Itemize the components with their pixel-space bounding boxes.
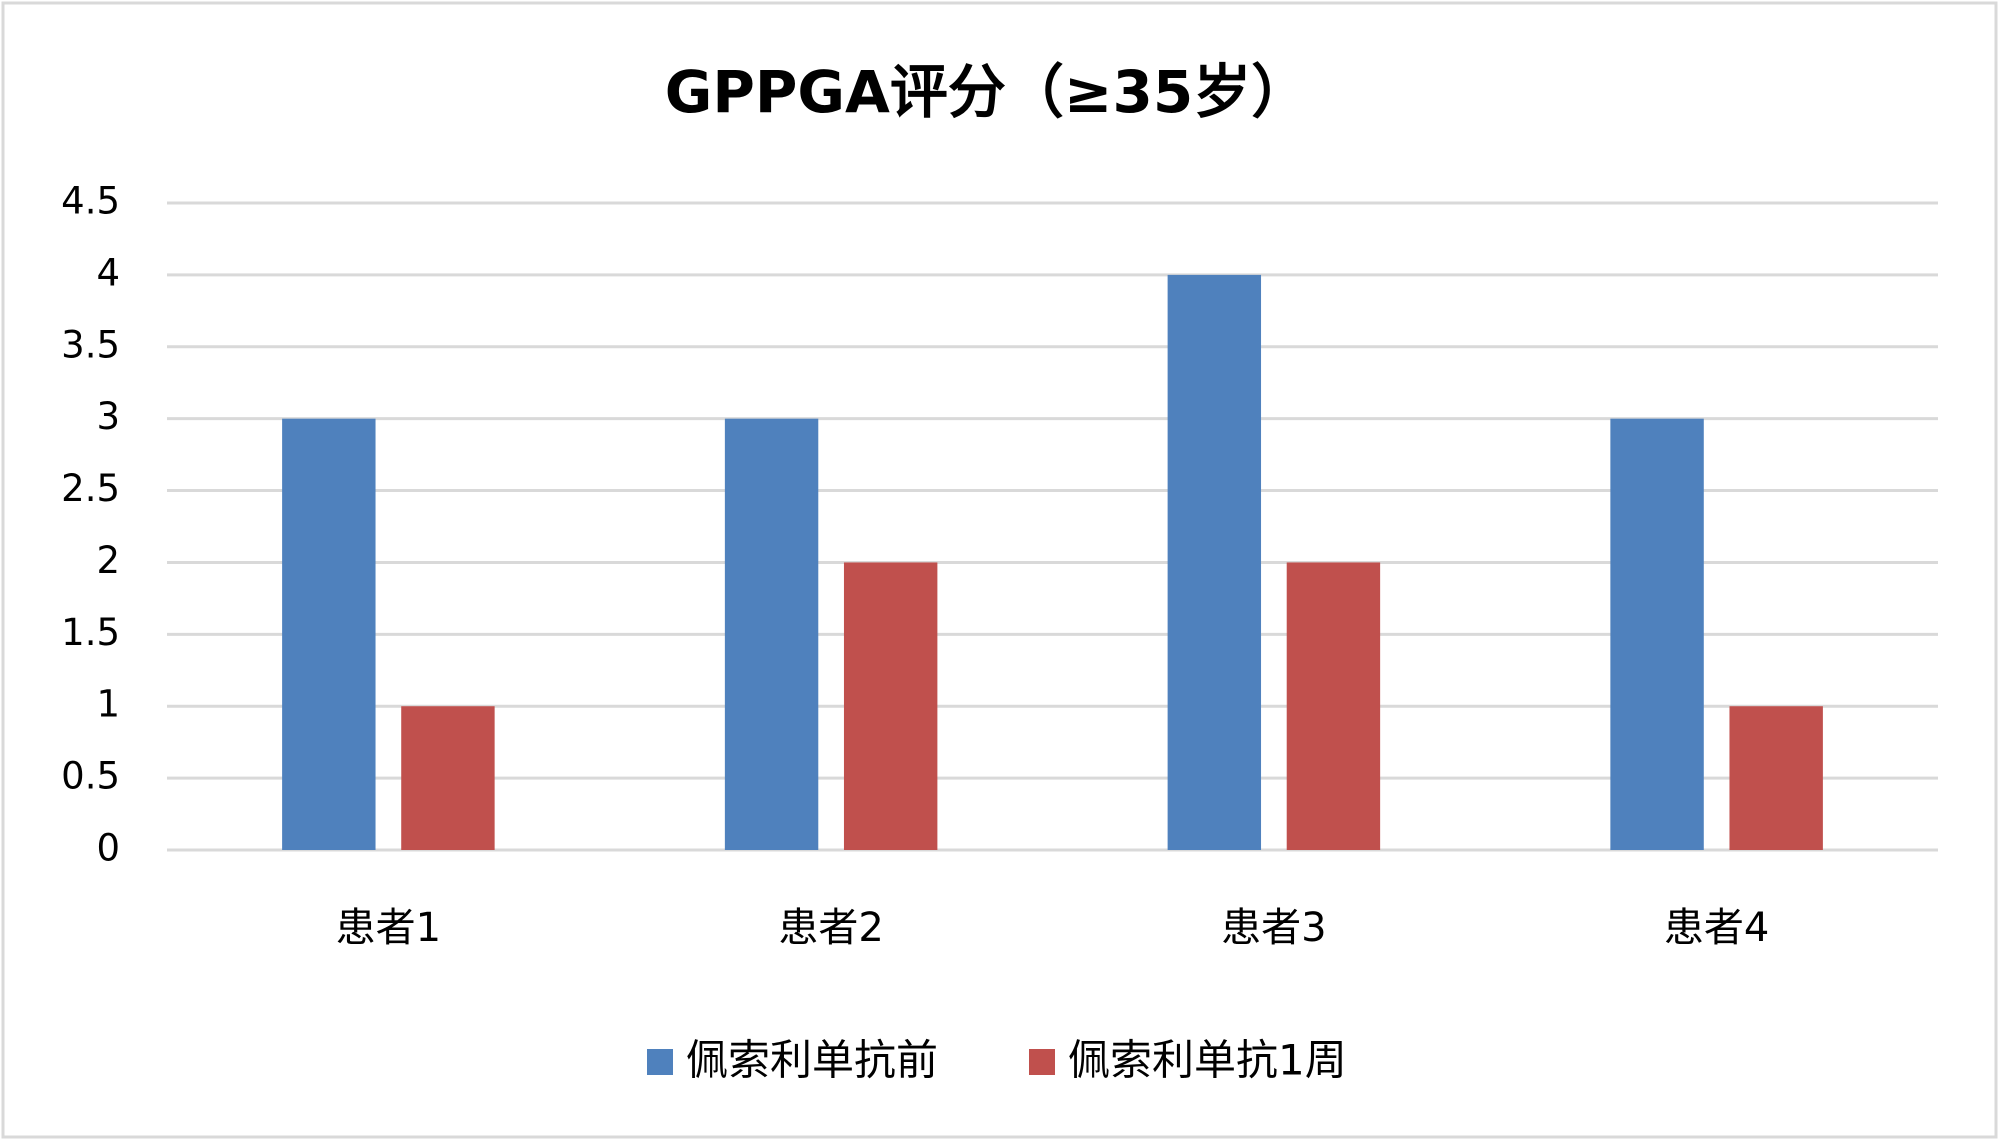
y-tick-label: 0.5	[61, 755, 120, 798]
y-tick-label: 1	[96, 683, 120, 726]
bar	[401, 706, 495, 850]
y-tick-label: 0	[96, 827, 120, 870]
legend-label: 佩索利单抗1周	[1068, 1036, 1347, 1085]
bar	[1286, 562, 1381, 850]
x-tick-label: 患者2	[778, 905, 883, 951]
y-tick-label: 3	[96, 395, 120, 438]
y-tick-label: 3.5	[61, 323, 120, 366]
y-tick-label: 4.5	[61, 180, 120, 223]
legend-swatch	[647, 1049, 673, 1075]
x-tick-label: 患者3	[1221, 905, 1326, 951]
legend-swatch	[1029, 1049, 1055, 1075]
x-tick-label: 患者1	[336, 905, 441, 951]
chart-title: GPPGA评分（≥35岁）	[665, 58, 1309, 126]
bar	[282, 418, 376, 850]
bar	[724, 418, 819, 850]
y-tick-label: 2.5	[61, 467, 120, 510]
y-tick-label: 4	[96, 251, 120, 294]
bar	[1610, 418, 1704, 850]
bar	[1167, 274, 1262, 850]
bar	[843, 562, 938, 850]
x-tick-label: 患者4	[1664, 905, 1769, 951]
y-tick-label: 2	[96, 539, 120, 582]
bar	[1729, 706, 1823, 850]
y-tick-label: 1.5	[61, 611, 120, 654]
legend-label: 佩索利单抗前	[686, 1036, 938, 1085]
